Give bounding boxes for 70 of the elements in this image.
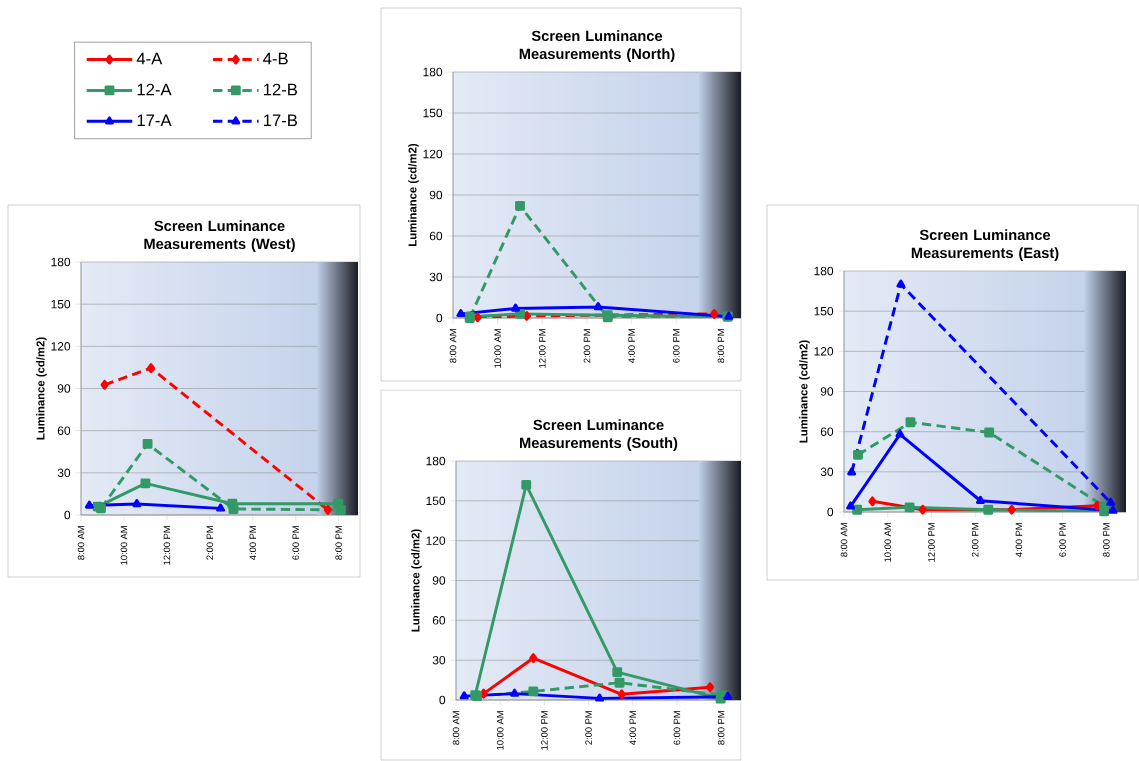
x-tick-label: 8:00 PM — [717, 329, 725, 363]
y-tick-label: 90 — [432, 576, 446, 585]
chart-title: Screen Luminance Measurements (South) — [520, 419, 678, 451]
y-tick-label: 90 — [820, 387, 834, 396]
y-tick-label: 0 — [439, 695, 446, 705]
legend-label: 12-B — [263, 83, 298, 96]
chart-title: Screen Luminance Measurements (East) — [911, 229, 1059, 261]
x-tick-label: 10:00 AM — [884, 523, 892, 562]
y-tick-label: 120 — [51, 342, 71, 351]
x-tick-label: 8:00 AM — [840, 523, 848, 557]
y-tick-label: 120 — [814, 347, 834, 356]
x-tick-label: 2:00 PM — [585, 711, 592, 745]
y-tick-label: 180 — [814, 266, 834, 276]
y-axis-title: Luminance (cd/m2) — [36, 337, 47, 440]
x-tick-label: 2:00 PM — [971, 523, 979, 557]
y-tick-label: 150 — [814, 306, 834, 316]
y-tick-label: 90 — [429, 190, 443, 200]
x-tick-label: 4:00 PM — [1015, 523, 1023, 557]
y-tick-label: 30 — [429, 272, 443, 282]
legend-label: 4-B — [263, 52, 288, 65]
x-tick-label: 6:00 PM — [673, 711, 681, 745]
y-tick-label: 30 — [820, 467, 834, 477]
x-tick-label: 12:00 PM — [539, 329, 546, 368]
y-tick-label: 90 — [57, 384, 71, 393]
x-tick-label: 12:00 PM — [928, 523, 935, 562]
x-tick-label: 6:00 PM — [292, 526, 300, 560]
x-tick-label: 4:00 PM — [249, 526, 257, 560]
x-tick-label: 4:00 PM — [629, 711, 637, 745]
x-tick-label: 6:00 PM — [672, 329, 680, 363]
y-axis-title: Luminance (cd/m2) — [799, 340, 810, 443]
x-tick-label: 12:00 PM — [163, 526, 171, 565]
legend-label: 17-B — [263, 114, 298, 127]
y-tick-label: 120 — [426, 536, 446, 545]
x-tick-label: 4:00 PM — [628, 329, 635, 363]
y-tick-label: 150 — [423, 108, 443, 118]
x-tick-label: 2:00 PM — [206, 526, 214, 560]
y-tick-label: 150 — [51, 299, 71, 309]
y-tick-label: 120 — [423, 149, 443, 159]
x-tick-label: 2:00 PM — [583, 329, 591, 363]
x-tick-label: 12:00 PM — [541, 711, 548, 750]
y-tick-label: 180 — [426, 456, 446, 466]
chart-title: Screen Luminance Measurements (North) — [519, 30, 675, 62]
x-tick-label: 8:00 PM — [717, 711, 725, 745]
chart-title: Screen Luminance Measurements (West) — [144, 220, 295, 252]
y-tick-label: 180 — [51, 257, 71, 267]
x-tick-label: 6:00 PM — [1059, 523, 1066, 557]
y-tick-label: 60 — [429, 231, 443, 241]
x-tick-label: 8:00 AM — [449, 329, 457, 363]
y-tick-label: 60 — [820, 427, 834, 436]
legend-label: 4-A — [136, 52, 163, 65]
y-tick-label: 180 — [423, 67, 443, 77]
x-tick-label: 10:00 AM — [496, 711, 504, 750]
y-tick-label: 150 — [426, 496, 446, 506]
y-tick-label: 30 — [57, 468, 71, 478]
legend-label: 17-A — [137, 114, 172, 127]
y-axis-title: Luminance (cd/m2) — [408, 143, 419, 246]
x-tick-label: 8:00 AM — [452, 711, 460, 745]
x-tick-label: 10:00 AM — [494, 329, 501, 368]
y-tick-label: 60 — [57, 426, 71, 435]
y-tick-label: 0 — [436, 313, 443, 323]
x-tick-label: 8:00 PM — [335, 526, 342, 560]
y-axis-title: Luminance (cd/m2) — [411, 529, 422, 632]
y-tick-label: 0 — [827, 507, 834, 517]
x-tick-label: 10:00 AM — [120, 526, 128, 565]
legend-label: 12-A — [137, 83, 172, 96]
x-tick-label: 8:00 AM — [77, 526, 85, 560]
y-tick-label: 30 — [432, 655, 446, 665]
x-tick-label: 8:00 PM — [1103, 523, 1110, 557]
y-tick-label: 60 — [432, 616, 446, 625]
y-tick-label: 0 — [64, 510, 71, 520]
